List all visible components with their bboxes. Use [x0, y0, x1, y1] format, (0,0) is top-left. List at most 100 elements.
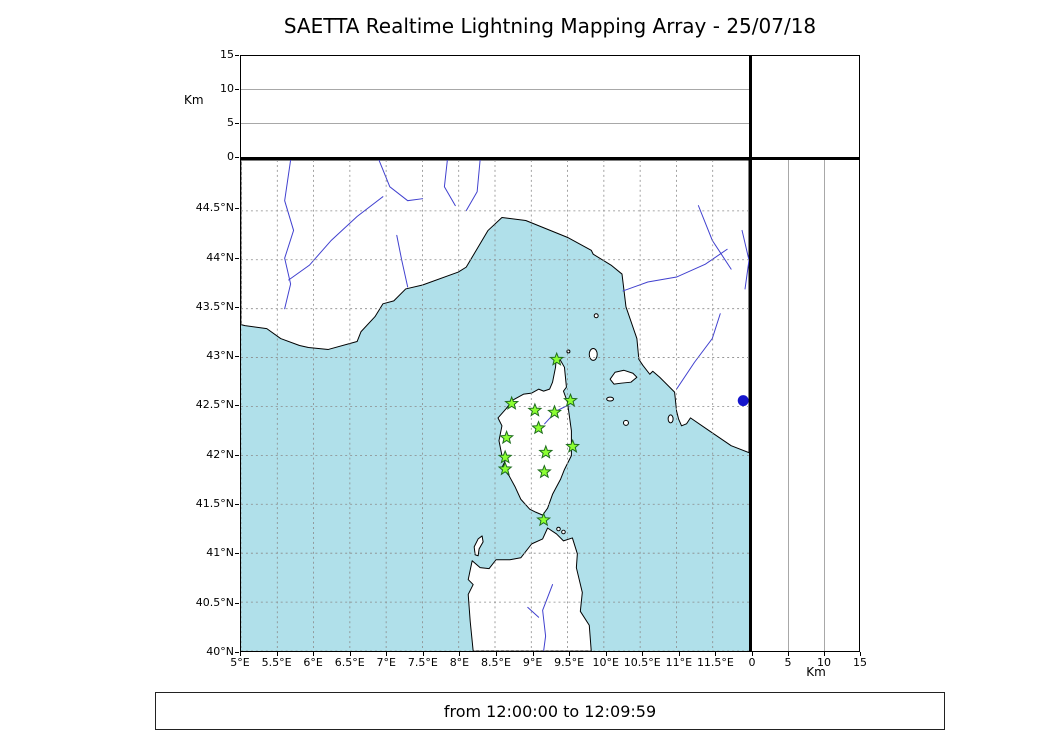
lat-tick-mark: [235, 504, 239, 506]
lon-tick-label: 9.5°E: [554, 656, 585, 669]
lon-tick-mark: [349, 652, 351, 656]
altitude-histogram-panel: [752, 55, 860, 157]
map-panel: [240, 157, 752, 652]
lon-tick-mark: [422, 652, 424, 656]
lon-tick-mark: [569, 652, 571, 656]
station-star-marker: [538, 444, 554, 459]
gorgona-island: [593, 313, 599, 319]
station-star-marker: [531, 420, 547, 435]
alt-tick-label-right: 15: [853, 656, 867, 669]
lat-tick-label: 40°N: [206, 645, 234, 658]
giglio-island: [667, 414, 674, 424]
alt-tick-mark: [235, 89, 239, 90]
lon-tick-mark: [715, 652, 717, 656]
lon-tick-label: 11°E: [665, 656, 693, 669]
lon-tick-label: 6.5°E: [334, 656, 365, 669]
lat-tick-label: 44°N: [206, 250, 234, 264]
alt-gridline-right-panel: [788, 160, 789, 651]
lon-tick-label: 6°E: [303, 656, 323, 669]
alt-tick-mark-right: [752, 652, 753, 656]
station-star-marker: [549, 351, 565, 366]
corsica: [497, 354, 572, 516]
lat-tick-mark: [235, 602, 239, 604]
station-star-marker: [563, 392, 578, 407]
alt-tick-label-right: 0: [748, 656, 756, 669]
elba-island: [609, 369, 638, 385]
lon-tick-mark: [313, 652, 315, 656]
lon-tick-label: 9°E: [522, 656, 543, 669]
time-window-box: from 12:00:00 to 12:09:59: [155, 692, 945, 730]
alt-tick-mark: [235, 157, 239, 158]
lat-tick-label: 42.5°N: [195, 398, 234, 412]
asinara-island: [473, 535, 484, 557]
lon-tick-mark: [642, 652, 644, 656]
alt-tick-label: 10: [220, 82, 234, 95]
station-star-marker: [499, 429, 515, 445]
lon-tick-mark: [532, 652, 534, 656]
alt-gridline-top-panel: [241, 89, 749, 90]
lat-tick-mark: [235, 208, 239, 210]
sardinia: [467, 527, 592, 651]
lat-tick-label: 44.5°N: [195, 201, 234, 215]
lon-tick-mark: [678, 652, 680, 656]
top-axis-km-label: Km: [184, 93, 204, 107]
alt-gridline-top-panel: [241, 123, 749, 124]
alt-tick-mark: [235, 123, 239, 124]
time-window-text: from 12:00:00 to 12:09:59: [443, 701, 657, 721]
lat-tick-mark: [235, 257, 239, 259]
lat-tick-mark: [235, 553, 239, 555]
lon-tick-mark: [496, 652, 497, 656]
lat-tick-label: 42°N: [206, 447, 234, 461]
map: [241, 160, 749, 651]
alt-tick-mark-right: [824, 652, 825, 656]
lon-tick-label: 5.5°E: [261, 656, 292, 669]
lat-tick-label: 40.5°N: [195, 595, 234, 609]
giraglia-islet: [566, 349, 571, 354]
lon-tick-label: 8°E: [449, 656, 470, 669]
lon-tick-label: 10°E: [592, 656, 619, 669]
lon-tick-label: 5°E: [230, 656, 250, 669]
capraia-island: [588, 347, 598, 361]
rivers: [284, 160, 749, 651]
map-markers: [497, 351, 749, 527]
alt-tick-mark-right: [788, 652, 789, 656]
lon-tick-label: 7.5°E: [407, 656, 438, 669]
chart-title: SAETTA Realtime Lightning Mapping Array …: [283, 14, 817, 38]
alt-tick-label-right: 5: [784, 656, 792, 669]
lon-tick-label: 8.5°E: [481, 656, 511, 669]
station-star-marker: [527, 402, 543, 417]
lon-tick-label: 7°E: [376, 656, 396, 669]
lat-tick-mark: [235, 306, 239, 308]
altitude-vs-longitude-panel: [240, 55, 752, 157]
station-star-marker: [547, 404, 562, 419]
lat-tick-label: 41.5°N: [195, 497, 234, 511]
lat-tick-label: 41°N: [206, 546, 234, 560]
lon-tick-mark: [276, 652, 278, 656]
station-star-marker: [497, 461, 513, 476]
right-axis-km-label: Km: [806, 665, 826, 679]
lat-tick-mark: [235, 405, 239, 407]
alt-gridline-right-panel: [824, 160, 825, 651]
mainland-coastline: [241, 160, 749, 454]
station-star-marker: [536, 512, 552, 527]
lon-tick-label: 10.5°E: [623, 656, 661, 669]
alt-tick-label: 5: [227, 116, 234, 129]
lat-tick-mark: [235, 356, 239, 358]
map-graticule: [241, 160, 749, 651]
lon-tick-mark: [240, 652, 241, 656]
lat-tick-mark: [235, 652, 239, 653]
alt-tick-label: 15: [220, 48, 234, 61]
alt-tick-label: 0: [227, 150, 234, 163]
lat-tick-mark: [235, 454, 239, 456]
alt-tick-label-right: 10: [817, 656, 831, 669]
lat-tick-label: 43°N: [206, 349, 234, 363]
maddalena-island: [556, 526, 561, 532]
lon-tick-label: 11.5°E: [696, 656, 734, 669]
lon-tick-mark: [386, 652, 388, 656]
lightning-source-dot: [737, 395, 749, 407]
pianosa-island: [606, 396, 615, 402]
alt-tick-mark-right: [860, 652, 861, 656]
lon-tick-mark: [605, 652, 607, 656]
maddalena-island-2: [561, 529, 566, 535]
